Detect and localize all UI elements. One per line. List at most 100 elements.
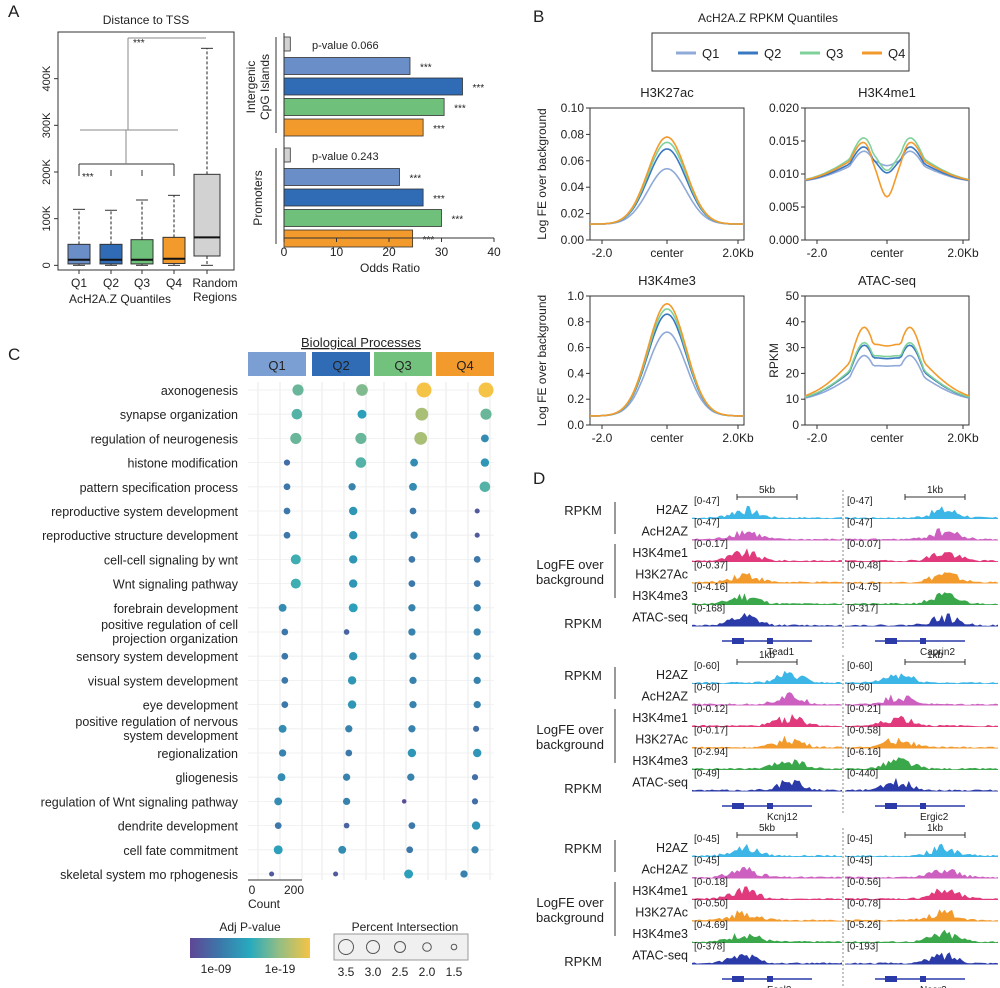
go-term-label: cell fate commitment xyxy=(123,844,238,858)
track-range-label: [0-193] xyxy=(847,942,878,953)
profile-x-tick-label: center xyxy=(650,431,683,445)
go-term-dot xyxy=(278,749,287,757)
odds-bar xyxy=(283,57,411,75)
go-term-dot xyxy=(349,652,358,661)
go-term-dot xyxy=(404,869,414,879)
track-signal xyxy=(845,592,998,605)
boxplot-frame xyxy=(57,31,235,271)
panel-label-a: A xyxy=(8,2,20,21)
go-term-dot xyxy=(414,432,428,445)
track-signal xyxy=(845,715,998,727)
track-label: H3K4me3 xyxy=(632,589,688,603)
go-term-dot xyxy=(281,652,289,660)
go-term-dot xyxy=(342,797,351,806)
track-range-label: [0-0.21] xyxy=(847,704,881,715)
go-term-dot xyxy=(409,482,417,491)
track-range-label: [0-45] xyxy=(847,856,873,867)
go-term-dot xyxy=(473,748,482,758)
boxplot-x-label: Q3 xyxy=(134,276,150,290)
track-signal xyxy=(692,779,842,792)
go-term-dot xyxy=(345,749,353,757)
gene-exon xyxy=(885,638,897,644)
track-signal xyxy=(845,869,998,879)
gene-name: Ergic2 xyxy=(920,812,949,823)
track-range-label: [0-0.12] xyxy=(694,704,728,715)
track-label: AcH2AZ xyxy=(641,690,688,704)
track-signal xyxy=(692,692,842,706)
go-term-dot xyxy=(281,628,289,636)
profile-y-tick-label: 0.020 xyxy=(769,101,799,115)
profile-x-tick-label: -2.0 xyxy=(807,246,828,260)
track-range-label: [0-6.16] xyxy=(847,747,881,758)
profile-legend-title: AcH2A.Z RPKM Quantiles xyxy=(698,11,838,25)
profile-x-tick-label: 2.0Kb xyxy=(722,246,754,260)
track-label: ATAC-seq xyxy=(632,949,688,963)
go-term-label: positive regulation of nervous xyxy=(75,715,238,729)
profile-title: H3K4me3 xyxy=(638,273,696,288)
go-term-dot xyxy=(408,628,416,636)
gene-exon xyxy=(767,803,773,809)
go-term-dot xyxy=(473,676,481,685)
boxplot-x-label: Q1 xyxy=(71,276,87,290)
boxplot-title: Distance to TSS xyxy=(103,13,189,27)
go-term-dot xyxy=(480,408,492,420)
profile-frame xyxy=(589,107,745,241)
odds-group-label: CpG Islands xyxy=(258,54,272,120)
go-term-dot xyxy=(349,555,358,564)
profile-y-tick-label: 0 xyxy=(792,418,799,432)
track-group-label: RPKM xyxy=(564,668,602,683)
track-signal xyxy=(845,909,998,922)
go-term-dot xyxy=(343,629,350,635)
track-range-label: [0-0.58] xyxy=(847,726,881,737)
track-signal xyxy=(845,613,998,627)
panel-label-c: C xyxy=(8,345,20,364)
go-term-dot xyxy=(347,676,357,685)
track-range-label: [0-45] xyxy=(847,834,873,845)
track-label: H3K4me1 xyxy=(632,711,688,725)
go-term-label: eye development xyxy=(143,699,239,713)
track-group-label: background xyxy=(536,572,604,587)
panel-label-b: B xyxy=(533,7,544,26)
go-term-dot xyxy=(349,531,358,540)
dotplot-column-header xyxy=(374,352,432,376)
track-label: H3K27Ac xyxy=(635,906,688,920)
go-term-label: regionalization xyxy=(157,747,238,761)
go-term-dot xyxy=(409,676,417,685)
go-term-dot xyxy=(274,797,283,806)
gene-name: Fosl2 xyxy=(767,985,792,988)
size-legend-circle xyxy=(450,943,458,951)
dotplot-x-tick-label: 200 xyxy=(284,883,304,897)
profile-y-axis-title: Log FE over background xyxy=(535,295,549,426)
track-group-label: RPKM xyxy=(564,503,602,518)
gene-exon xyxy=(767,638,773,644)
track-label: H3K27Ac xyxy=(635,568,688,582)
track-group-label: LogFE over xyxy=(536,722,604,737)
track-signal xyxy=(692,759,842,770)
go-term-dot xyxy=(480,434,489,443)
profile-y-tick-label: 50 xyxy=(786,289,800,303)
odds-bar-stars: *** xyxy=(433,124,445,135)
track-group-label: background xyxy=(536,737,604,752)
profile-y-axis-title: RPKM xyxy=(767,343,781,378)
dotplot-column-header xyxy=(248,352,306,376)
track-range-label: [0-47] xyxy=(694,496,720,507)
track-range-label: [0-0.50] xyxy=(694,899,728,910)
profile-y-tick-label: 0.08 xyxy=(561,127,585,141)
odds-group-label: Intergenic xyxy=(244,61,258,114)
go-term-dot xyxy=(281,701,289,708)
track-label: H2AZ xyxy=(656,668,688,682)
track-signal xyxy=(845,737,998,749)
track-range-label: [0-60] xyxy=(694,661,720,672)
size-legend-label: 2.5 xyxy=(392,965,409,979)
track-signal xyxy=(845,952,998,965)
track-range-label: [0-47] xyxy=(847,496,873,507)
track-range-label: [0-0.18] xyxy=(694,877,728,888)
track-group-label: RPKM xyxy=(564,781,602,796)
profile-x-tick-label: -2.0 xyxy=(807,431,828,445)
go-term-label: synapse organization xyxy=(120,408,238,422)
size-legend-label: 3.5 xyxy=(338,965,355,979)
track-range-label: [0-4.16] xyxy=(694,582,728,593)
track-signal xyxy=(692,505,842,519)
profile-x-tick-label: 2.0Kb xyxy=(722,431,754,445)
go-term-dot xyxy=(409,507,417,515)
